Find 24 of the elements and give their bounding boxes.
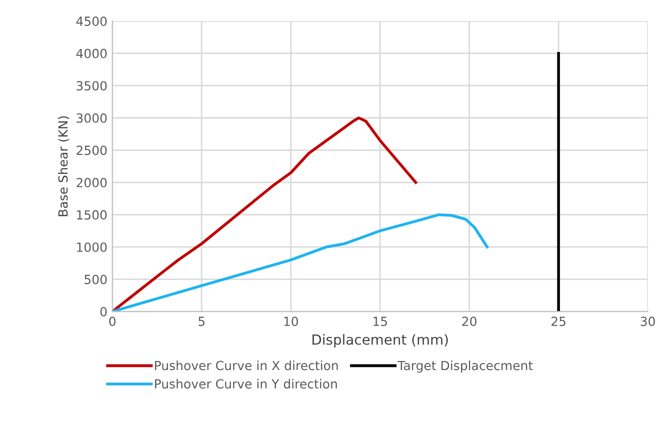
y-tick-label: 2000	[76, 178, 107, 188]
x-tick-label: 15	[373, 316, 387, 326]
x-axis-title: Displacement (mm)	[312, 334, 448, 348]
y-tick-label: 2500	[76, 146, 107, 156]
x-tick-label: 10	[284, 316, 298, 326]
y-tick-label: 3500	[76, 81, 107, 91]
line-series	[112, 116, 418, 312]
y-tick-label: 4000	[76, 48, 107, 58]
y-tick-label: 4500	[76, 16, 107, 26]
x-tick-label: 20	[462, 316, 476, 326]
y-tick-label: 1000	[77, 242, 107, 252]
legend-label: Target Displacecment	[398, 360, 533, 373]
x-tick-label: 5	[198, 316, 204, 326]
x-tick-label: 30	[640, 316, 655, 326]
legend-label: Pushover Curve in X direction	[155, 360, 338, 370]
y-tick-label: 1500	[77, 210, 107, 220]
y-tick-label: 0	[100, 307, 107, 316]
line-series	[112, 213, 489, 312]
x-tick-label: 0	[109, 316, 116, 326]
legend-label: Pushover Curve in Y direction	[155, 378, 337, 389]
y-tick-label: 3000	[76, 113, 107, 123]
x-tick-label: 25	[552, 316, 566, 326]
y-tick-label: 500	[84, 274, 107, 284]
y-axis-title: Base Shear (KN)	[58, 116, 70, 216]
